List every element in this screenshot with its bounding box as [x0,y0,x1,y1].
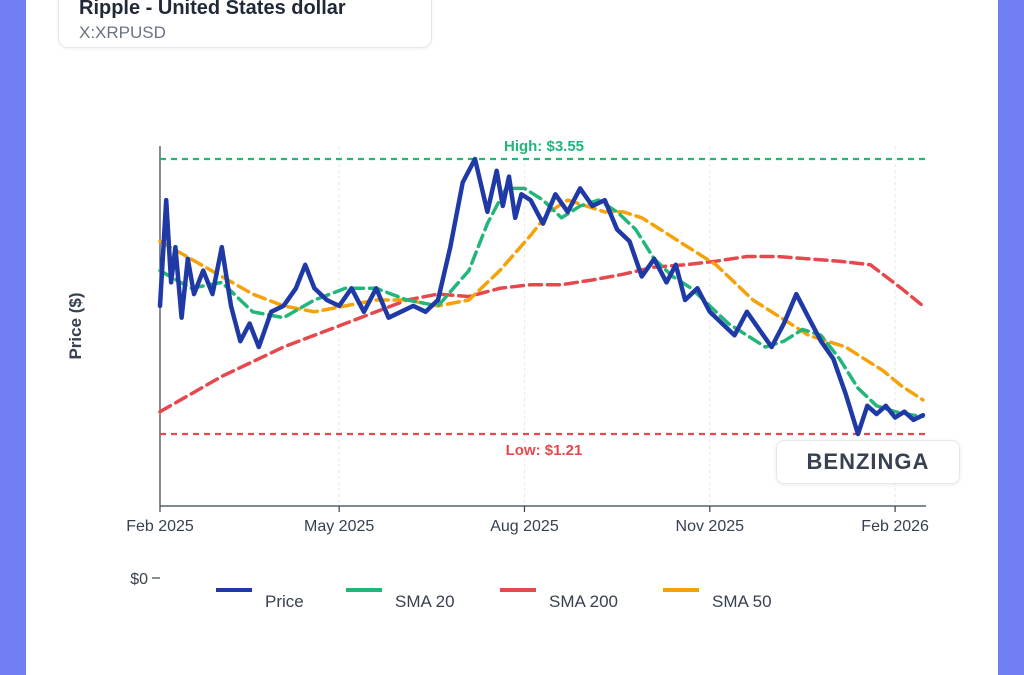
series [157,156,926,437]
benzinga-logo: BENZINGA [776,440,960,484]
legend-label-sma50: SMA 50 [712,592,772,611]
x-tick-label-1: May 2025 [304,518,374,535]
series-line-sma50 [158,198,925,402]
series-line-sma200 [158,254,925,414]
legend: Price SMA 20 SMA 200 SMA 50 [216,588,772,611]
title-card: Ripple - United States dollar X:XRPUSD [58,0,432,48]
x-ticks: Feb 2025 May 2025 Aug 2025 Nov 2025 Feb 2026 [126,506,929,535]
chart-panel [26,0,998,675]
x-tick-label-2: Aug 2025 [490,518,559,535]
y-axis-label: Price ($) [66,292,85,359]
annotation-label-high: High: $3.55 [504,138,584,155]
asset-name: Ripple - United States dollar [79,0,346,19]
x-tick-label-4: Feb 2026 [861,518,929,535]
legend-label-price: Price [265,592,304,611]
legend-label-sma200: SMA 200 [549,592,618,611]
legend-label-sma20: SMA 20 [395,592,455,611]
x-tick-label-3: Nov 2025 [676,518,745,535]
y-tick-label-0: $0 [130,571,148,588]
series-line-price [157,156,926,437]
x-tick-label-0: Feb 2025 [126,518,194,535]
annotation-label-low: Low: $1.21 [506,442,583,459]
y-ticks: $0 [130,571,160,588]
annotations: High: $3.55 Low: $1.21 [160,138,926,459]
asset-ticker: X:XRPUSD [79,23,166,42]
